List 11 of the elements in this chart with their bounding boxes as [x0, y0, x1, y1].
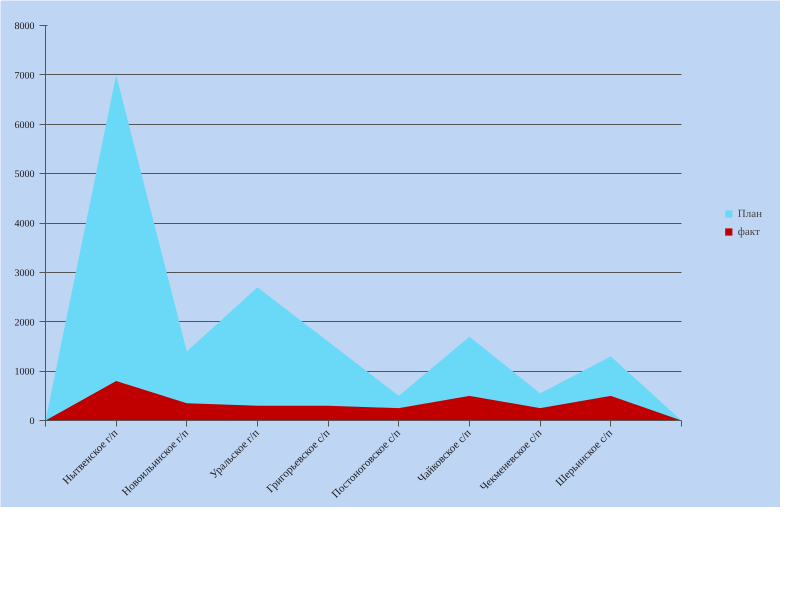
legend-label: факт [738, 226, 760, 238]
y-tick-label: 1000 [14, 366, 34, 378]
y-tick-label: 3000 [14, 268, 34, 279]
legend-label: План [738, 208, 762, 220]
y-tick-label: 2000 [14, 317, 34, 328]
y-tick-label: 5000 [14, 169, 34, 180]
y-tick-label: 7000 [14, 70, 34, 82]
y-tick-label: 0 [30, 416, 34, 427]
y-tick-label: 4000 [14, 218, 34, 230]
y-tick-label: 8000 [14, 21, 34, 32]
y-tick-label: 6000 [14, 120, 34, 131]
